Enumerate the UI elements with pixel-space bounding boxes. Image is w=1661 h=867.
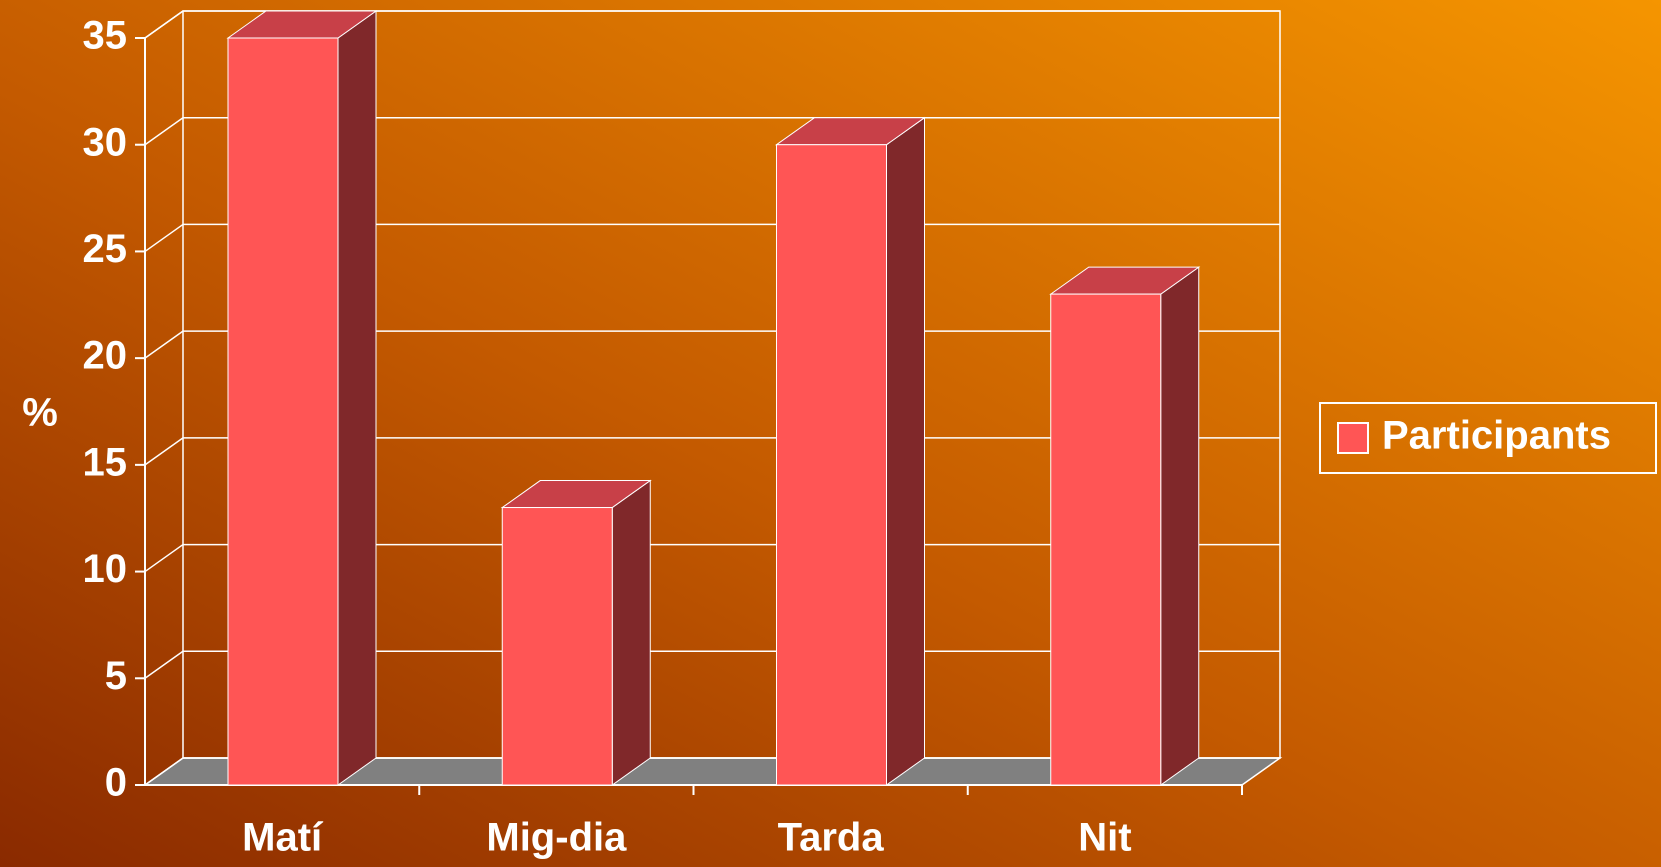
legend-box bbox=[1319, 402, 1657, 474]
grid-line bbox=[144, 543, 184, 573]
x-tick-label: Nit bbox=[1078, 816, 1131, 860]
bar-side bbox=[886, 116, 925, 786]
y-tick-label: 25 bbox=[83, 227, 128, 271]
bar-side bbox=[1160, 266, 1200, 786]
x-tick-label: Tarda bbox=[778, 816, 885, 860]
y-tick-label: 35 bbox=[83, 14, 128, 58]
x-tick-label: Mig-dia bbox=[486, 816, 627, 860]
grid-line bbox=[144, 117, 184, 146]
grid-line bbox=[144, 437, 184, 466]
bar bbox=[227, 37, 339, 786]
y-tick-label: 30 bbox=[83, 120, 128, 164]
y-tick-label: 0 bbox=[105, 761, 127, 805]
legend bbox=[1319, 402, 1657, 474]
bar-side bbox=[337, 10, 377, 786]
y-tick-label: 5 bbox=[105, 654, 127, 698]
y-axis-label: % bbox=[22, 391, 58, 435]
grid-line bbox=[144, 10, 184, 39]
y-tick-label: 10 bbox=[83, 547, 128, 591]
bar bbox=[501, 507, 613, 786]
grid-line bbox=[144, 330, 184, 359]
grid-line bbox=[144, 757, 184, 786]
bar-side bbox=[611, 479, 651, 786]
grid-line bbox=[144, 223, 184, 253]
y-tick-label: 15 bbox=[83, 440, 128, 484]
x-tick-label: Matí bbox=[242, 816, 324, 860]
y-tick-label: 20 bbox=[83, 334, 128, 378]
legend-swatch bbox=[1337, 422, 1369, 454]
bar bbox=[1050, 293, 1162, 786]
legend-label: Participants bbox=[1382, 414, 1611, 458]
bar bbox=[776, 144, 887, 786]
grid-line bbox=[144, 650, 184, 679]
